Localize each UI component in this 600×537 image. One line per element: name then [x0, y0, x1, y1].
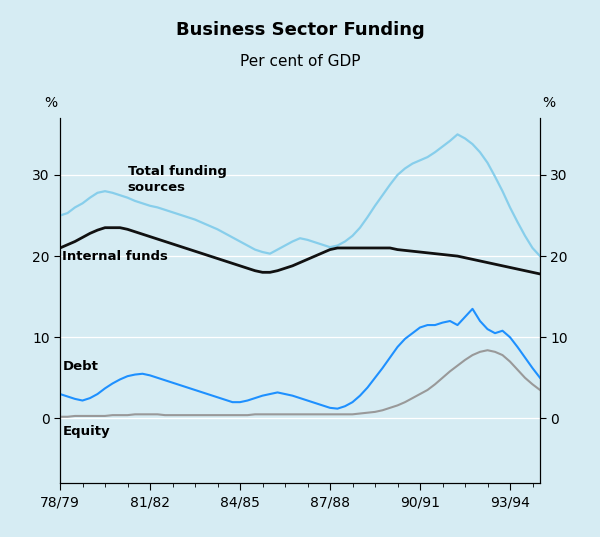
Text: Total funding
sources: Total funding sources	[128, 165, 226, 194]
Text: Equity: Equity	[62, 425, 110, 438]
Text: Per cent of GDP: Per cent of GDP	[240, 54, 360, 69]
Text: %: %	[542, 96, 556, 110]
Text: Business Sector Funding: Business Sector Funding	[176, 21, 424, 40]
Text: Internal funds: Internal funds	[62, 250, 168, 263]
Text: Debt: Debt	[62, 360, 98, 373]
Text: %: %	[44, 96, 58, 110]
